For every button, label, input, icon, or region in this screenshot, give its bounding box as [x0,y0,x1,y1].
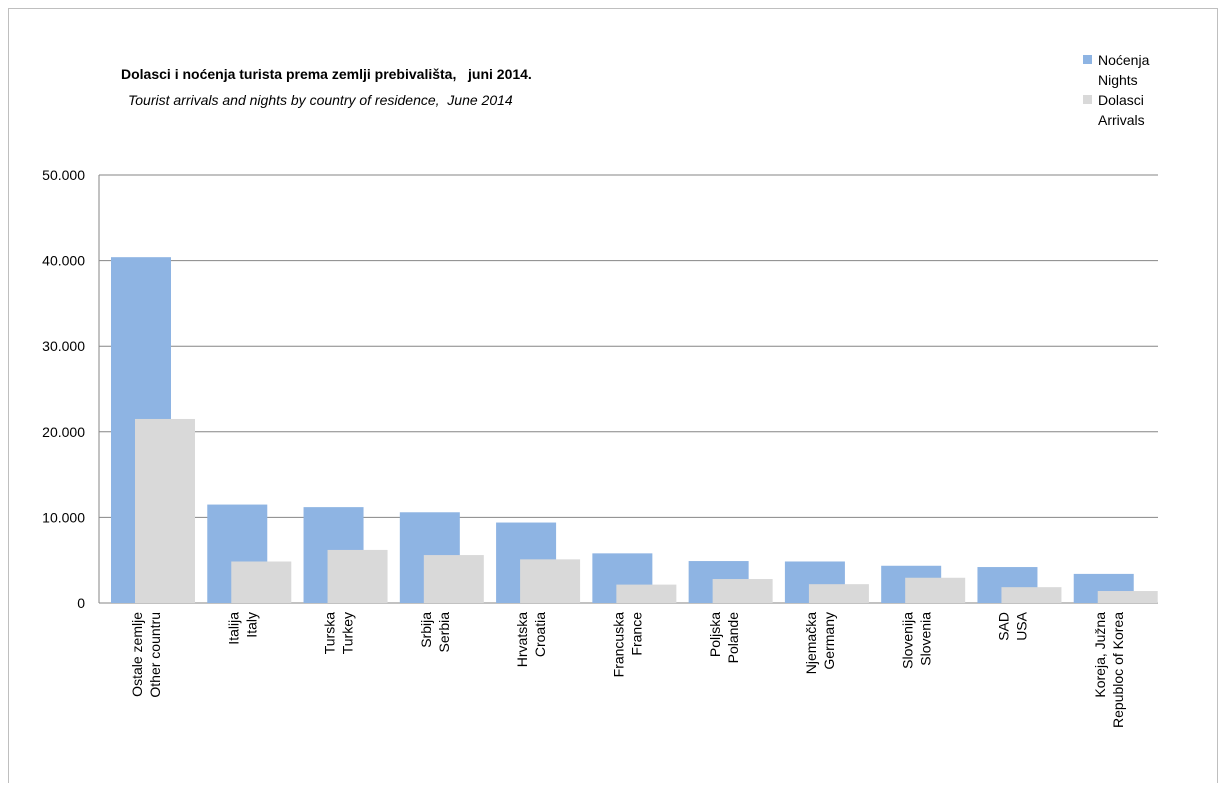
x-category-label: Germany [821,612,837,670]
x-category-label: USA [1014,611,1030,640]
x-category-label: Ostale zemlje [129,612,145,697]
bar-arrivals [616,584,677,603]
y-tick-label: 50.000 [42,167,85,183]
x-category-label: Turkey [340,612,356,654]
bar-arrivals [135,418,195,603]
x-category-label: Slovenija [899,612,915,669]
bar-arrivals [520,559,581,603]
y-tick-label: 30.000 [42,338,85,354]
legend-item-arrivals: Dolasci Arrivals [1083,90,1168,130]
legend-label-nights: Noćenja [1098,52,1150,68]
x-category-label: Slovenia [917,612,933,666]
bar-arrivals [712,579,773,603]
bar-arrivals [1001,587,1062,603]
y-tick-label: 10.000 [42,509,85,525]
y-tick-label: 20.000 [42,424,85,440]
bar-arrivals [808,584,869,603]
x-category-label: Italija [225,612,241,645]
chart-subtitle: Tourist arrivals and nights by country o… [128,92,513,108]
legend-swatch-arrivals [1083,95,1092,104]
x-category-label: Francuska [611,612,627,678]
y-tick-label: 0 [77,595,85,611]
legend-label-nights-en: Nights [1098,72,1138,88]
x-category-label: Hrvatska [514,612,530,667]
x-category-label: Poljska [707,612,723,657]
legend: Noćenja Nights Dolasci Arrivals [1083,50,1168,130]
x-category-label: Polande [725,612,741,664]
chart-frame [8,8,1218,783]
x-category-label: Croatia [532,612,548,657]
y-tick-label: 40.000 [42,253,85,269]
x-category-label: Turska [322,612,338,654]
bar-arrivals [231,561,292,603]
x-category-label: Njemačka [803,612,819,674]
chart-title: Dolasci i noćenja turista prema zemlji p… [121,66,532,82]
legend-label-arrivals-en: Arrivals [1098,112,1145,128]
x-category-label: Other countru [147,612,163,698]
bar-arrivals [1097,591,1158,603]
x-category-label: Italy [243,612,259,638]
x-category-label: Serbia [436,612,452,653]
legend-label-arrivals: Dolasci [1098,92,1144,108]
x-category-label: Srbija [418,612,434,648]
legend-item-nights: Noćenja Nights [1083,50,1168,90]
x-category-label: Republoc of Korea [1110,612,1126,728]
x-category-label: Koreja, Južna [1092,612,1108,698]
bar-arrivals [905,577,966,603]
x-category-label: France [629,612,645,656]
bar-arrivals [423,555,484,603]
bar-arrivals [327,549,388,603]
x-category-label: SAD [996,612,1012,641]
legend-swatch-nights [1083,55,1092,64]
